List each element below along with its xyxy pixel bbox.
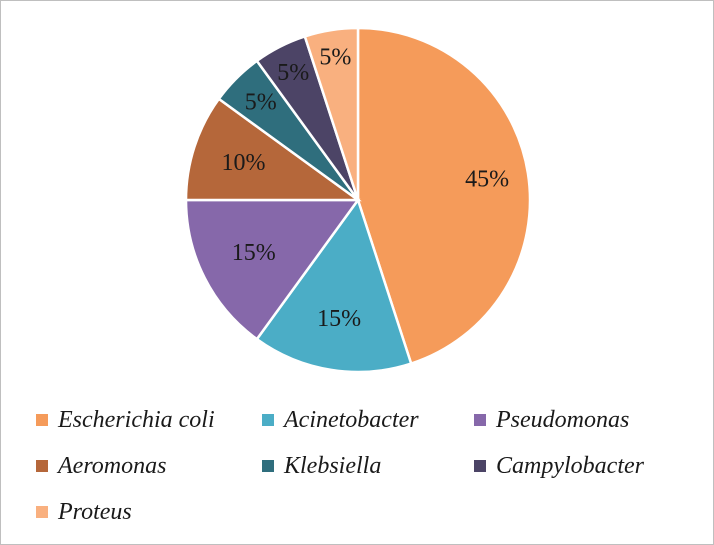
legend-item-campylobacter: Campylobacter [474,448,644,484]
data-label: 5% [277,60,309,86]
legend-label: Aeromonas [58,452,167,479]
legend-swatch [474,414,486,426]
data-label: 5% [245,90,277,116]
legend-item-acinetobacter: Acinetobacter [262,402,419,438]
legend-swatch [36,414,48,426]
data-label: 15% [232,240,276,266]
legend-label: Acinetobacter [284,406,419,433]
pie-slice-aeromonas [184,97,362,202]
legend-item-aeromonas: Aeromonas [36,448,166,484]
pie-slice-acinetobacter [255,197,413,374]
legend-swatch [262,460,274,472]
legend-label: Klebsiella [284,452,382,479]
data-label: 15% [317,306,361,332]
legend-label: Escherichia coli [58,406,215,433]
legend-swatch [474,460,486,472]
pie-slice-pseudomonas [184,198,361,341]
data-label: 5% [319,44,351,70]
legend-item-escherichia-coli: Escherichia coli [36,402,215,438]
legend-item-pseudomonas: Pseudomonas [474,402,629,438]
data-label: 10% [221,150,265,176]
legend-swatch [36,506,48,518]
pie-slice-escherichia-coli [356,26,532,366]
legend-item-proteus: Proteus [36,494,132,530]
legend-label: Proteus [58,498,132,525]
legend-swatch [262,414,274,426]
pie-slice-proteus [303,26,360,201]
legend-label: Pseudomonas [496,406,630,433]
legend-swatch [36,460,48,472]
data-label: 45% [465,167,509,193]
legend-item-klebsiella: Klebsiella [262,448,381,484]
legend-label: Campylobacter [496,452,644,479]
